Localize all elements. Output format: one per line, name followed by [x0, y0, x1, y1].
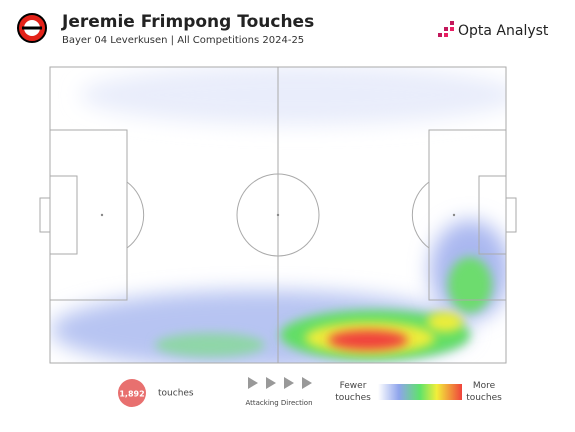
club-crest: [17, 13, 47, 43]
direction-arrows: [248, 377, 312, 389]
touches-label: touches: [158, 389, 194, 399]
brand-logo: [438, 21, 454, 37]
heatmap: [50, 67, 506, 363]
touches-badge: [118, 379, 146, 407]
legend-gradient: [378, 384, 462, 400]
title: Jeremie Frimpong Touches: [61, 12, 314, 32]
brand: Opta Analyst: [458, 23, 549, 39]
direction-label: Attacking Direction: [245, 399, 312, 407]
legend-low: Fewer touches: [335, 381, 371, 403]
subtitle: Bayer 04 Leverkusen | All Competitions 2…: [62, 35, 304, 46]
touches-count: 1,892: [119, 390, 144, 399]
pitch: [39, 66, 517, 364]
legend-high: More touches: [466, 381, 502, 403]
